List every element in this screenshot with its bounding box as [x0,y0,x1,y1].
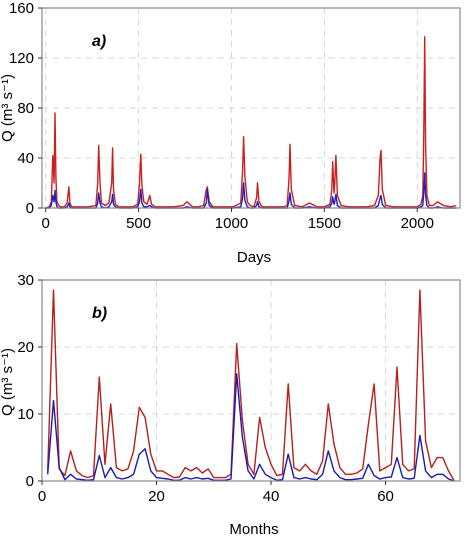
y-tick-label: 120 [9,50,34,67]
series-line-2 [45,172,457,209]
x-tick-label: 500 [126,215,151,232]
panel-b-plot-frame [41,279,461,482]
y-tick-label: 20 [17,339,34,356]
y-tick-label: 80 [17,100,34,117]
panel-a-ticks: 0 500 1000 1500 2000 0 40 80 120 160 [9,0,434,232]
panel-b-label: b) [92,305,107,322]
panel-a-y-axis-title: Q (m³ s⁻¹) [0,74,16,142]
x-tick-label: 1500 [308,215,341,232]
series-line-1 [45,36,457,209]
y-tick-label: 0 [26,200,34,217]
y-tick-label: 0 [26,473,34,490]
panel-a-daily-discharge: 0 500 1000 1500 2000 0 40 80 120 160 a) Days Q (m… [0,0,461,266]
panel-b-series [47,289,455,482]
x-tick-label: 60 [377,488,394,505]
y-tick-label: 10 [17,406,34,423]
x-tick-label: 2000 [401,215,434,232]
series-line-1 [47,289,455,482]
panel-a-x-axis-title: Days [237,249,271,266]
panel-a-label: a) [92,33,106,50]
panel-b-x-axis-title: Months [229,521,278,536]
panel-b-monthly-discharge: 0 20 40 60 0 10 20 30 b) Months Q (m³ s⁻¹) [0,272,461,536]
y-tick-label: 40 [17,150,34,167]
y-tick-label: 30 [17,272,34,289]
panel-b-ticks: 0 20 40 60 0 10 20 30 [17,272,394,505]
x-tick-label: 20 [148,488,165,505]
x-tick-label: 0 [38,488,46,505]
panel-a-series [45,36,457,209]
panel-b-y-axis-title: Q (m³ s⁻¹) [0,348,16,416]
y-tick-label: 160 [9,0,34,17]
x-tick-label: 40 [263,488,280,505]
x-tick-label: 0 [42,215,50,232]
series-line-2 [47,373,455,482]
x-tick-label: 1000 [215,215,248,232]
